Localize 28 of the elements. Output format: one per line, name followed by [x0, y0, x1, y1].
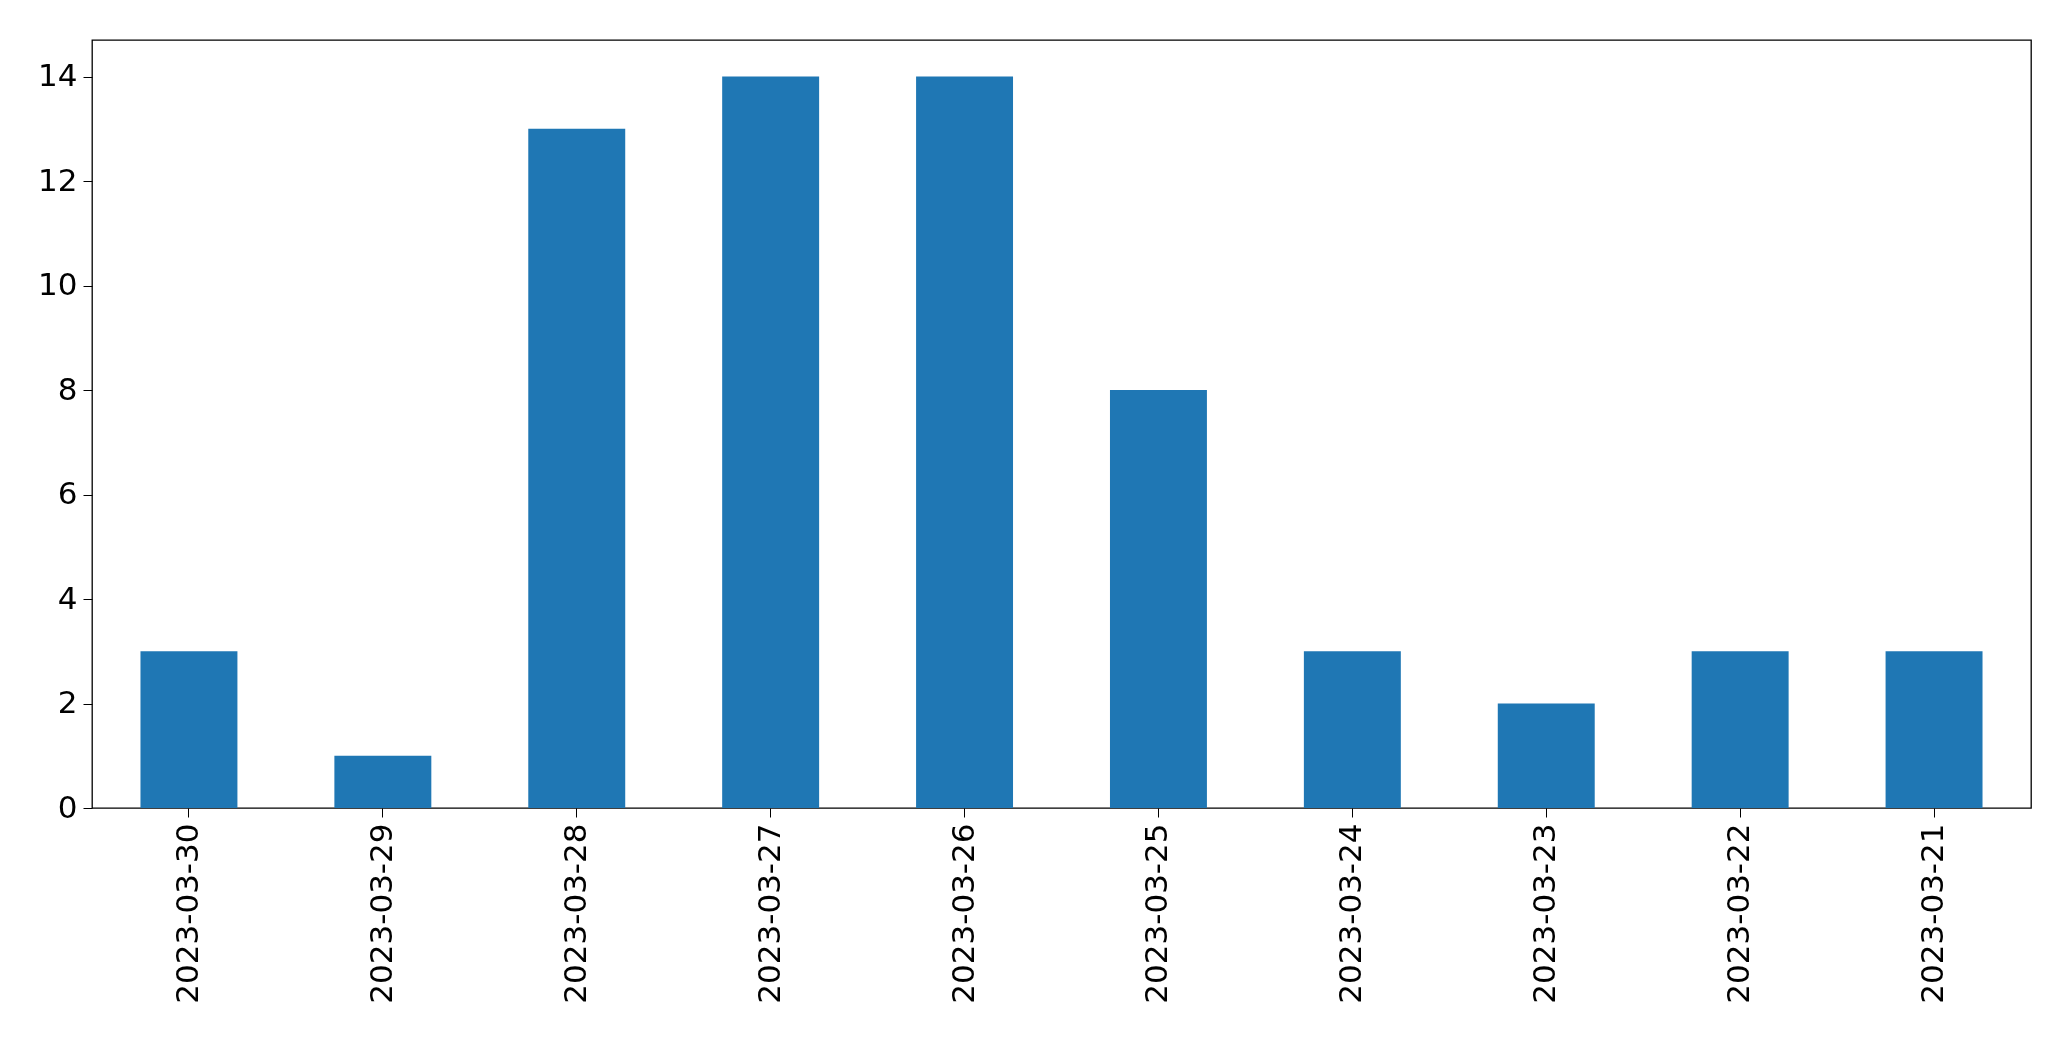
- x-tick-label: 2023-03-27: [750, 823, 787, 1004]
- y-tick-label: 2: [57, 684, 78, 721]
- bar: [916, 76, 1014, 808]
- x-tick-label: 2023-03-25: [1138, 823, 1175, 1004]
- bar: [722, 76, 820, 808]
- y-tick-label: 0: [57, 788, 78, 825]
- y-tick-label: 8: [57, 370, 78, 407]
- x-tick-label: 2023-03-21: [1914, 823, 1951, 1004]
- y-tick-label: 4: [57, 579, 78, 616]
- y-tick-label: 6: [57, 475, 78, 512]
- y-tick-label: 14: [38, 57, 78, 94]
- bar: [1497, 703, 1595, 808]
- x-tick-label: 2023-03-22: [1720, 823, 1757, 1004]
- bar: [140, 651, 238, 808]
- x-tick-label: 2023-03-29: [362, 823, 399, 1004]
- y-tick-label: 12: [38, 161, 78, 198]
- bar: [1109, 390, 1207, 808]
- bar: [528, 128, 626, 808]
- x-tick-label: 2023-03-24: [1332, 823, 1369, 1004]
- x-tick-label: 2023-03-28: [556, 823, 593, 1004]
- x-tick-label: 2023-03-26: [944, 823, 981, 1004]
- bar: [334, 755, 432, 808]
- x-tick-label: 2023-03-30: [168, 823, 205, 1004]
- x-tick-label: 2023-03-23: [1526, 823, 1563, 1004]
- bar: [1303, 651, 1401, 808]
- bar: [1691, 651, 1789, 808]
- y-tick-label: 10: [38, 266, 78, 303]
- bar: [1885, 651, 1983, 808]
